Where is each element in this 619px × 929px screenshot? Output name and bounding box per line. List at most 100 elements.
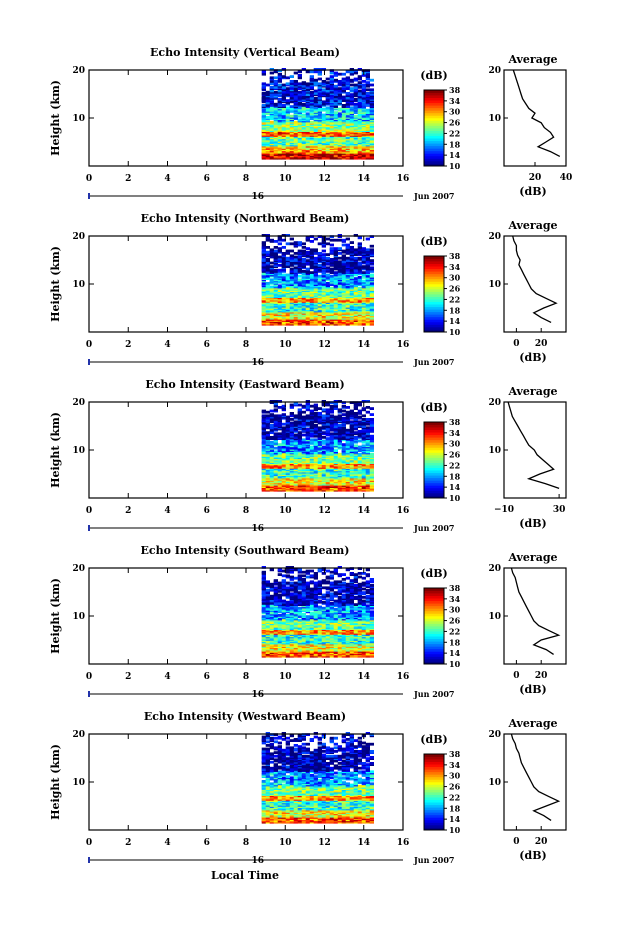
colorbar-swatch bbox=[424, 314, 444, 318]
heatmap-cell bbox=[329, 407, 334, 410]
heatmap-cell bbox=[317, 96, 322, 100]
heatmap-cell bbox=[337, 94, 342, 98]
x-tick-label: 14 bbox=[357, 174, 370, 184]
heatmap-cell bbox=[329, 247, 334, 250]
heatmap-cell bbox=[361, 400, 366, 403]
heatmap-cell bbox=[333, 449, 338, 452]
heatmap-cell bbox=[337, 72, 342, 76]
colorbar-swatch bbox=[424, 311, 444, 315]
heatmap-cell bbox=[265, 258, 270, 261]
heatmap-cell bbox=[301, 249, 306, 253]
heatmap-cell bbox=[285, 424, 290, 427]
heatmap-cell bbox=[293, 80, 298, 83]
heatmap-cell bbox=[353, 83, 358, 87]
heatmap-cell bbox=[301, 95, 306, 99]
heatmap-cell bbox=[369, 426, 374, 430]
heatmap-cell bbox=[305, 250, 310, 254]
colorbar-swatch bbox=[424, 155, 444, 159]
heatmap-cell bbox=[341, 254, 346, 258]
heatmap-cell bbox=[297, 420, 302, 424]
heatmap-cell bbox=[369, 282, 374, 285]
heatmap-cell bbox=[309, 434, 314, 438]
heatmap-cell bbox=[305, 433, 310, 437]
heatmap-cell bbox=[309, 271, 314, 274]
colorbar-swatch bbox=[424, 158, 444, 162]
heatmap-cell bbox=[329, 449, 334, 452]
heatmap-cell bbox=[265, 282, 270, 285]
heatmap-cell bbox=[313, 446, 318, 450]
heatmap-cell bbox=[261, 72, 266, 76]
colorbar-tick-label: 10 bbox=[449, 161, 461, 171]
heatmap-cell bbox=[325, 418, 330, 421]
heatmap-cell bbox=[349, 119, 354, 123]
heatmap-cell bbox=[361, 273, 366, 277]
heatmap-cell bbox=[313, 406, 318, 409]
heatmap-cell bbox=[341, 416, 346, 420]
heatmap-cell bbox=[353, 261, 358, 265]
heatmap-cell bbox=[341, 99, 346, 102]
heatmap-cell bbox=[289, 256, 294, 260]
heatmap-cell bbox=[321, 117, 326, 120]
heatmap-cell bbox=[285, 106, 290, 110]
heatmap-cell bbox=[365, 426, 370, 430]
heatmap-cell bbox=[349, 264, 354, 267]
heatmap-cell bbox=[353, 120, 358, 124]
heatmap-cell bbox=[341, 285, 346, 289]
heatmap-cell bbox=[289, 242, 294, 246]
y-axis-label: Height (km) bbox=[49, 246, 62, 322]
heatmap-cell bbox=[281, 426, 286, 430]
colorbar-tick-label: 22 bbox=[449, 294, 460, 304]
heatmap-cell bbox=[309, 94, 314, 98]
heatmap-cell bbox=[361, 285, 366, 289]
heatmap-cell bbox=[337, 247, 342, 250]
x-tick-label: 16 bbox=[397, 174, 410, 184]
heatmap-cell bbox=[353, 250, 358, 254]
heatmap-cell bbox=[361, 249, 366, 253]
heatmap-cell bbox=[293, 270, 298, 273]
heatmap-cell bbox=[281, 116, 286, 119]
heatmap-cell bbox=[269, 424, 274, 427]
x-tick-label: 2 bbox=[125, 174, 131, 184]
heatmap-cell bbox=[341, 431, 346, 434]
x-tick-label: 2 bbox=[125, 340, 131, 350]
heatmap-cell bbox=[285, 118, 290, 122]
heatmap-cell bbox=[361, 74, 366, 77]
heatmap-cell bbox=[349, 255, 354, 259]
heatmap-cell bbox=[317, 113, 322, 117]
colorbar-swatch bbox=[424, 266, 444, 270]
heatmap-cell bbox=[365, 111, 370, 114]
heatmap-cell bbox=[341, 87, 346, 90]
heatmap-cell bbox=[361, 279, 366, 283]
heatmap-cell bbox=[313, 256, 318, 260]
heatmap-cell bbox=[277, 264, 282, 267]
heatmap-cell bbox=[265, 116, 270, 119]
heatmap-cell bbox=[313, 259, 318, 262]
heatmap-cell bbox=[325, 77, 330, 81]
colorbar-tick-label: 14 bbox=[449, 316, 461, 326]
heatmap-cell bbox=[293, 87, 298, 90]
heatmap-cell bbox=[309, 273, 314, 277]
average-y-tick-label: 10 bbox=[488, 280, 501, 290]
heatmap-cell bbox=[313, 92, 318, 95]
heatmap-cell bbox=[329, 451, 334, 455]
heatmap-cell bbox=[281, 430, 286, 433]
heatmap-cell bbox=[281, 246, 286, 249]
heatmap-cell bbox=[293, 433, 298, 437]
heatmap-cell bbox=[269, 114, 274, 118]
heatmap-cell bbox=[273, 402, 278, 406]
heatmap-cell bbox=[341, 260, 346, 264]
heatmap-cell bbox=[345, 250, 350, 254]
heatmap-cell bbox=[285, 256, 290, 260]
heatmap-cell bbox=[325, 282, 330, 285]
heatmap-cell bbox=[369, 88, 374, 92]
heatmap-cell bbox=[349, 420, 354, 424]
heatmap-cell bbox=[297, 241, 302, 244]
heatmap-cell bbox=[305, 262, 310, 266]
heatmap-cell bbox=[285, 113, 290, 117]
heatmap-cell bbox=[285, 432, 290, 436]
heatmap-cell bbox=[357, 422, 362, 426]
heatmap-cell bbox=[369, 235, 374, 238]
heatmap-cell bbox=[269, 420, 274, 424]
heatmap-cell bbox=[289, 267, 294, 271]
heatmap-cell bbox=[321, 236, 326, 240]
